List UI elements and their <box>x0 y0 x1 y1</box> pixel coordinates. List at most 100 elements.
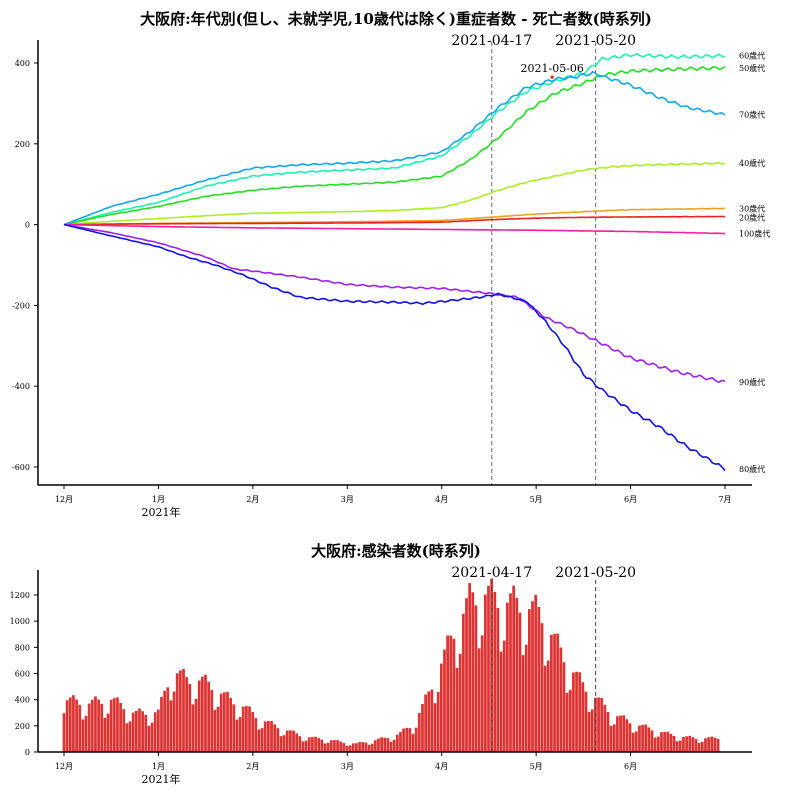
chart2-bar <box>229 698 233 752</box>
chart2-bar <box>289 730 292 752</box>
chart2-bar <box>477 648 481 752</box>
chart2-bar <box>84 716 88 752</box>
chart2-bar <box>704 738 707 752</box>
chart2-ytick-label: 200 <box>15 722 30 731</box>
chart2-bar <box>166 687 170 752</box>
chart2-bar <box>122 709 126 752</box>
chart2-bar <box>235 719 239 752</box>
chart2-bar <box>452 638 456 752</box>
chart2-bar <box>263 721 267 752</box>
chart2-bar <box>119 703 122 752</box>
chart2-bar <box>534 594 538 752</box>
chart2-bar <box>78 704 82 752</box>
chart2-bar <box>675 741 679 752</box>
chart2-bar <box>399 732 402 752</box>
chart1-ytick-label: -600 <box>12 463 30 472</box>
chart2-bar <box>436 692 440 752</box>
chart2-bar <box>458 653 462 752</box>
chart2-bar <box>578 672 582 752</box>
chart2-bar <box>502 640 506 752</box>
chart2-bar <box>219 693 223 752</box>
chart2-bar <box>241 706 245 752</box>
chart2-xtick-label: 4月 <box>435 762 448 771</box>
chart2-bar <box>68 697 72 752</box>
chart1-ytick-label: 200 <box>15 140 30 149</box>
chart2-bar <box>414 727 418 752</box>
chart2-bar <box>81 719 85 752</box>
chart2-bar <box>612 724 616 752</box>
chart2-bar <box>232 704 236 752</box>
chart2-bar <box>678 740 682 752</box>
chart2-bar <box>311 737 314 752</box>
chart2-ytick-label: 600 <box>15 670 30 679</box>
chart2-bar <box>270 721 273 752</box>
chart2-bar <box>373 740 377 752</box>
chart2-bar <box>285 730 289 752</box>
chart2-bar <box>518 612 522 752</box>
chart2-bar <box>461 613 465 752</box>
chart2-bar <box>245 706 248 752</box>
chart2-bar <box>248 706 251 752</box>
chart2-bar <box>204 674 207 752</box>
chart2-bar <box>455 668 459 752</box>
chart2-bar <box>553 633 556 752</box>
chart2-bar <box>342 743 346 752</box>
chart2-bar <box>707 737 710 752</box>
chart2-xtick-label: 3月 <box>341 762 354 771</box>
chart2-bar <box>550 635 553 752</box>
chart2-bar <box>638 725 641 752</box>
chart2-xtick-label: 1月 <box>152 762 165 771</box>
chart1-xtick-label: 6月 <box>624 495 637 504</box>
chart2-bar <box>417 713 421 752</box>
chart2-bar <box>524 644 528 752</box>
chart2-bar <box>446 635 449 752</box>
chart2-ytick-label: 1200 <box>10 591 30 600</box>
chart2-bar <box>465 598 468 752</box>
chart1-title: 大阪府:年代別(但し、未就学児,10歳代は除く)重症者数 - 死亡者数(時系列) <box>140 10 652 28</box>
chart2-bar <box>87 703 91 752</box>
chart2-bar <box>223 692 226 752</box>
chart2-bar <box>147 725 151 752</box>
chart2-bar <box>106 713 110 752</box>
chart2-bar <box>194 698 198 752</box>
chart2-xtick-label: 5月 <box>530 762 543 771</box>
chart1-series-line <box>63 223 726 472</box>
chart1-xtick-label: 3月 <box>341 495 354 504</box>
chart2-bar <box>480 635 484 752</box>
chart2-bar <box>716 738 720 752</box>
chart2-bar <box>178 670 182 752</box>
chart2-bar <box>594 697 597 752</box>
chart2-bar <box>62 713 66 752</box>
chart2-bar <box>134 710 138 752</box>
chart2-bar <box>405 727 409 752</box>
chart1-series-label: 100歳代 <box>739 228 770 238</box>
chart2-bar <box>515 597 519 752</box>
chart1-series-line <box>63 223 726 384</box>
chart2-ytick-label: 400 <box>15 696 30 705</box>
chart2-bar <box>408 728 412 752</box>
chart2-bar <box>389 741 393 752</box>
chart2-bar <box>383 737 387 752</box>
chart2-bar <box>572 672 575 752</box>
chart2-bar <box>496 607 500 752</box>
chart2-bar <box>521 655 525 752</box>
chart2-bar <box>402 728 405 752</box>
chart2-bar <box>351 743 355 752</box>
chart2-bar <box>323 743 327 752</box>
chart2-bar <box>367 744 371 752</box>
chart2-bar <box>364 742 368 752</box>
chart1-xtick-label: 1月 <box>152 495 165 504</box>
chart2-bar <box>355 743 358 752</box>
chart2-bar <box>392 739 396 752</box>
chart2-bar <box>182 668 185 752</box>
chart2-bar <box>358 742 361 752</box>
chart2-bar <box>644 724 648 752</box>
chart1-year-label: 2021年 <box>142 505 181 519</box>
chart2-bar <box>216 706 220 752</box>
chart2-bar <box>528 609 531 752</box>
chart2-bar <box>439 663 443 752</box>
chart2-bar <box>609 726 613 752</box>
chart1-series-label: 70歳代 <box>739 110 765 120</box>
chart2-bar <box>267 721 270 752</box>
